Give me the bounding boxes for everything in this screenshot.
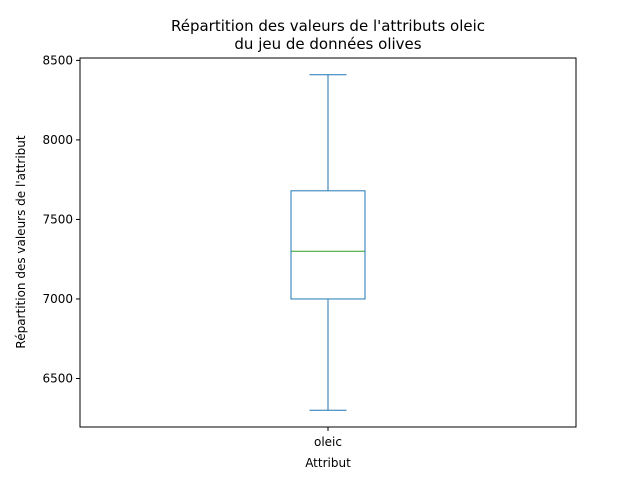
y-axis-label: Répartition des valeurs de l'attribut [14,135,28,348]
chart-title-line-2: du jeu de données olives [234,35,421,53]
y-tick-label: 8500 [42,53,73,67]
x-axis: oleic [314,427,342,449]
x-axis-label: Attribut [305,456,351,470]
y-tick-label: 7000 [42,292,73,306]
x-tick-label: oleic [314,435,342,449]
y-tick-label: 8000 [42,133,73,147]
y-tick-label: 7500 [42,212,73,226]
box-iqr [290,190,366,300]
y-tick-label: 6500 [42,371,73,385]
y-axis: 6500 7000 7500 8000 8500 [42,53,80,385]
chart-title-line-1: Répartition des valeurs de l'attributs o… [171,17,485,35]
boxplot-series [290,74,366,411]
